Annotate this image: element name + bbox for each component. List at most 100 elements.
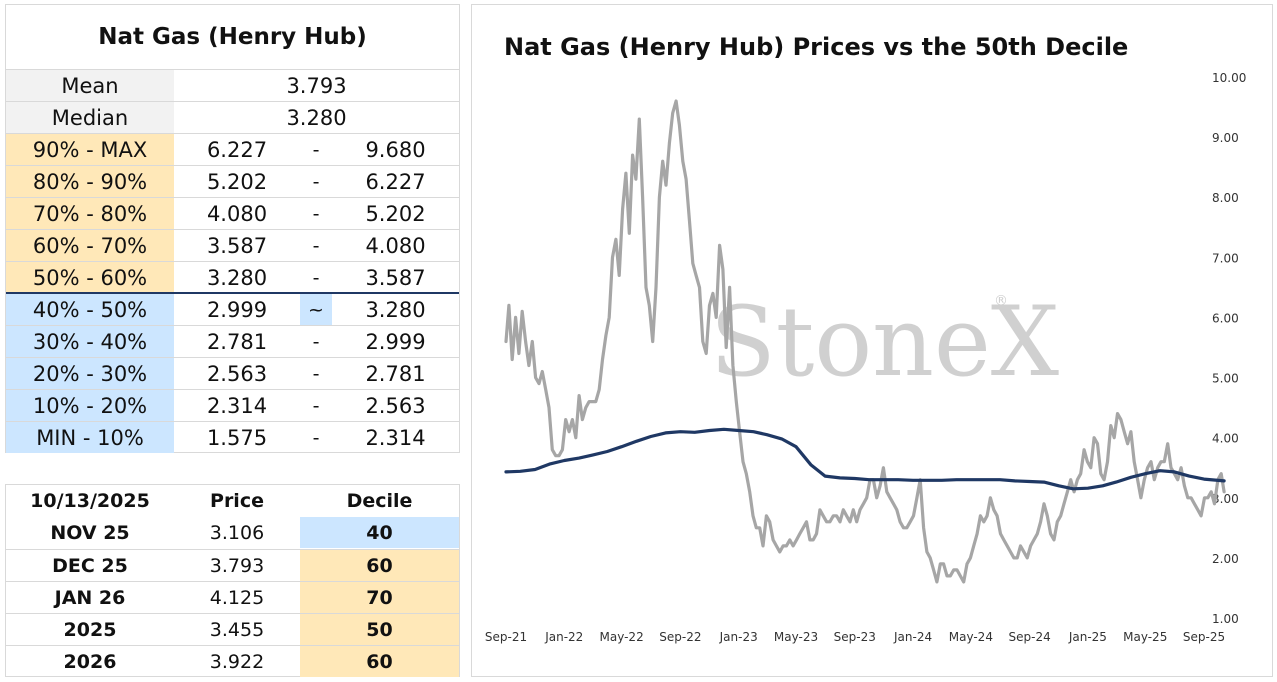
- decile-high-value: 5.202: [365, 201, 426, 226]
- decile-range-label: 60% - 70%: [6, 230, 174, 261]
- decile-range-label: 30% - 40%: [6, 326, 174, 357]
- decile-low-value: 2.999: [206, 297, 268, 322]
- decile-range-label: 50% - 60%: [6, 262, 174, 293]
- y-tick-label: 1.00: [1212, 612, 1239, 626]
- decile-low-value: 1.575: [206, 425, 268, 450]
- quote-decile: 60: [300, 646, 459, 677]
- decile-row: 90% - MAX 6.227 - 9.680: [6, 133, 459, 165]
- watermark: StoneX: [710, 286, 1059, 398]
- quote-price: 4.125: [209, 586, 265, 609]
- decile-low-value: 3.280: [206, 265, 268, 290]
- range-separator: -: [312, 362, 320, 385]
- x-tick-label: May-24: [949, 630, 993, 644]
- decile-row: 10% - 20% 2.314 - 2.563: [6, 389, 459, 421]
- mean-value: 3.793: [286, 73, 347, 98]
- x-tick-label: May-22: [600, 630, 644, 644]
- x-tick-label: Jan-22: [544, 630, 583, 644]
- quote-header-row: 10/13/2025 Price Decile: [6, 485, 459, 517]
- y-tick-label: 2.00: [1212, 552, 1239, 566]
- quote-contract: 2025: [63, 618, 117, 641]
- range-separator: -: [312, 234, 320, 257]
- y-tick-label: 3.00: [1212, 492, 1239, 506]
- median-value: 3.280: [286, 105, 347, 130]
- quote-row: DEC 25 3.793 60: [6, 549, 459, 581]
- decile-range-label: 20% - 30%: [6, 358, 174, 389]
- decile-row: MIN - 10% 1.575 - 2.314: [6, 421, 459, 453]
- range-separator: -: [312, 330, 320, 353]
- decile-header: Decile: [346, 489, 413, 512]
- quote-decile: 70: [300, 582, 459, 613]
- decile-low-value: 2.314: [206, 393, 268, 418]
- decile-row: 50% - 60% 3.280 - 3.587: [6, 261, 459, 293]
- decile-high-value: 2.781: [365, 361, 426, 386]
- quote-contract: 2026: [63, 650, 117, 673]
- x-tick-label: Sep-21: [485, 630, 527, 644]
- chart-title: Nat Gas (Henry Hub) Prices vs the 50th D…: [504, 33, 1129, 61]
- quote-row: 2025 3.455 50: [6, 613, 459, 645]
- quote-price: 3.922: [209, 650, 265, 673]
- decile-range-label: MIN - 10%: [6, 422, 174, 453]
- decile-row: 80% - 90% 5.202 - 6.227: [6, 165, 459, 197]
- quote-row: JAN 26 4.125 70: [6, 581, 459, 613]
- x-tick-label: Sep-22: [659, 630, 701, 644]
- x-tick-label: May-23: [774, 630, 818, 644]
- decile-low-value: 2.781: [206, 329, 268, 354]
- decile-row: 60% - 70% 3.587 - 4.080: [6, 229, 459, 261]
- decile-high-value: 2.314: [365, 425, 426, 450]
- quote-contract: NOV 25: [50, 521, 130, 544]
- range-separator: -: [312, 266, 320, 289]
- price-series-line: [504, 99, 1226, 584]
- y-tick-label: 4.00: [1212, 432, 1239, 446]
- decile-table: Nat Gas (Henry Hub) Mean 3.793 Median 3.…: [5, 4, 460, 453]
- y-tick-label: 5.00: [1212, 372, 1239, 386]
- y-tick-label: 8.00: [1212, 191, 1239, 205]
- watermark-registered-mark: ®: [994, 293, 1008, 309]
- decile-high-value: 9.680: [365, 137, 426, 162]
- decile-range-label: 70% - 80%: [6, 198, 174, 229]
- x-tick-label: Sep-25: [1183, 630, 1225, 644]
- decile-table-title: Nat Gas (Henry Hub): [98, 24, 367, 50]
- range-separator: -: [312, 394, 320, 417]
- decile-row: 30% - 40% 2.781 - 2.999: [6, 325, 459, 357]
- median-label: Median: [6, 102, 174, 133]
- decile-high-value: 2.563: [365, 393, 426, 418]
- decile-range-label: 80% - 90%: [6, 166, 174, 197]
- decile-50th-line: [504, 427, 1226, 491]
- quote-price: 3.455: [209, 618, 265, 641]
- decile-low-value: 3.587: [206, 233, 268, 258]
- decile-low-value: 5.202: [206, 169, 268, 194]
- x-tick-label: Jan-24: [893, 630, 932, 644]
- quote-decile: 50: [300, 614, 459, 645]
- price-header: Price: [210, 489, 264, 512]
- decile-range-label: 40% - 50%: [6, 294, 174, 325]
- quote-row: NOV 25 3.106 40: [6, 517, 459, 549]
- quote-price: 3.793: [209, 554, 265, 577]
- x-tick-label: Jan-25: [1068, 630, 1107, 644]
- median-row: Median 3.280: [6, 101, 459, 133]
- decile-range-label: 90% - MAX: [6, 134, 174, 165]
- quote-contract: JAN 26: [54, 586, 126, 609]
- mean-label: Mean: [6, 70, 174, 101]
- current-decile-marker: ~: [300, 294, 332, 325]
- y-tick-label: 6.00: [1212, 311, 1239, 325]
- x-tick-label: May-25: [1123, 630, 1167, 644]
- quote-decile: 60: [300, 550, 459, 581]
- decile-high-value: 2.999: [365, 329, 426, 354]
- range-separator: -: [312, 426, 320, 449]
- x-tick-label: Sep-24: [1009, 630, 1051, 644]
- mean-row: Mean 3.793: [6, 69, 459, 101]
- decile-row: 20% - 30% 2.563 - 2.781: [6, 357, 459, 389]
- decile-row: 40% - 50% 2.999 ~3.280: [6, 293, 459, 325]
- median-divider: [6, 292, 459, 294]
- chart-panel: Nat Gas (Henry Hub) Prices vs the 50th D…: [471, 4, 1273, 677]
- quote-row: 2026 3.922 60: [6, 645, 459, 677]
- range-separator: -: [312, 170, 320, 193]
- y-tick-label: 7.00: [1212, 251, 1239, 265]
- quote-date-header: 10/13/2025: [30, 489, 150, 512]
- x-tick-label: Sep-23: [834, 630, 876, 644]
- decile-row: 70% - 80% 4.080 - 5.202: [6, 197, 459, 229]
- range-separator: -: [312, 202, 320, 225]
- quote-price: 3.106: [209, 521, 265, 544]
- decile-high-value: 6.227: [365, 169, 426, 194]
- decile-low-value: 2.563: [206, 361, 268, 386]
